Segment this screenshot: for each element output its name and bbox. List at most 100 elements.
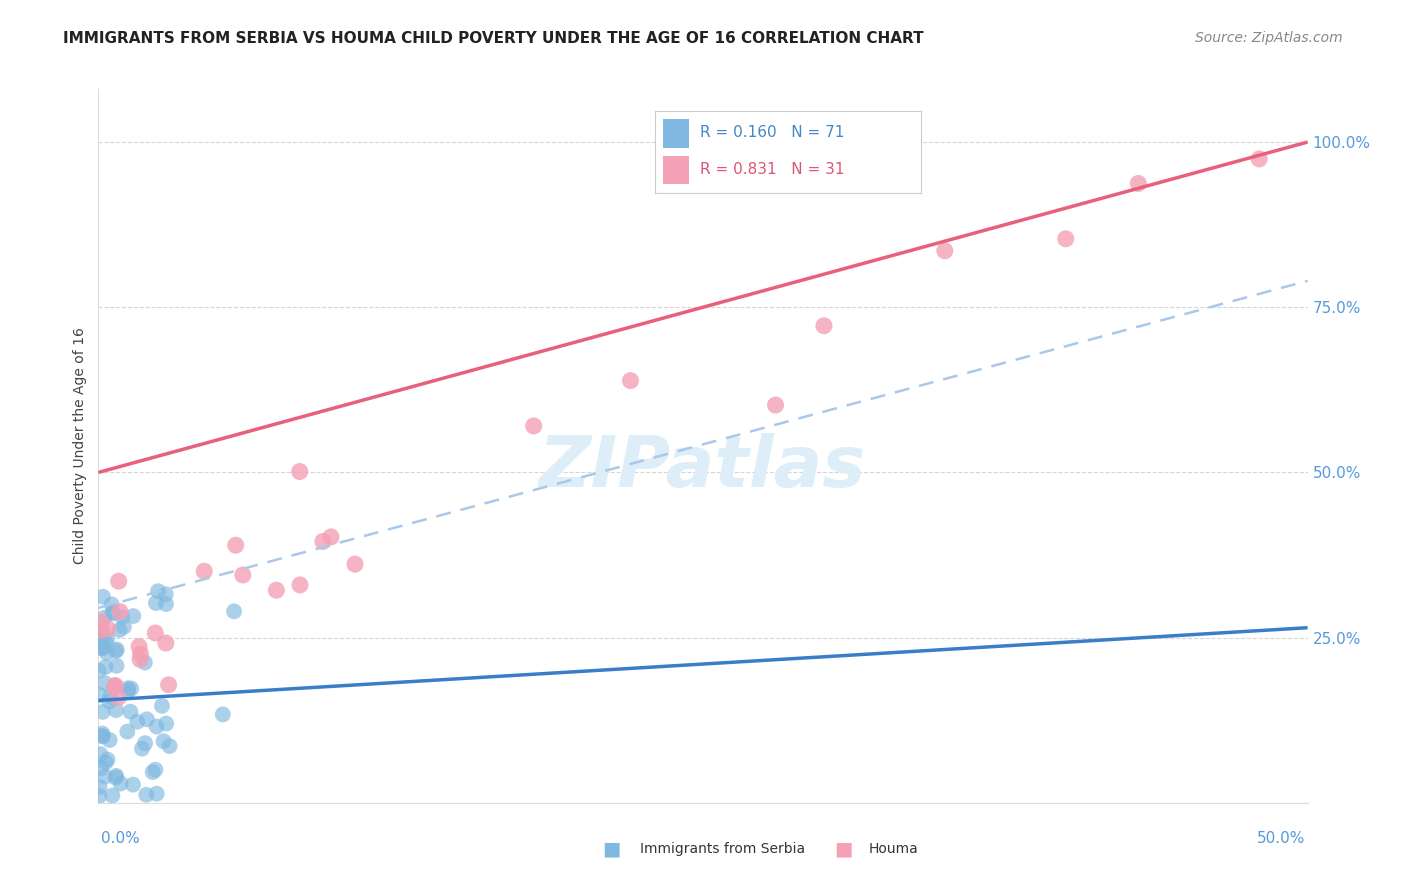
Text: ZIPatlas: ZIPatlas	[540, 433, 866, 502]
Point	[94, 635, 117, 649]
Point	[111, 610, 134, 624]
Point	[94, 660, 117, 674]
Point	[89, 789, 111, 803]
Point	[129, 652, 152, 666]
Point	[90, 624, 112, 638]
Point	[98, 733, 121, 747]
Point	[90, 634, 112, 648]
Point	[105, 658, 128, 673]
Point	[813, 318, 835, 333]
Point	[90, 615, 112, 629]
Point	[934, 244, 956, 258]
Point	[128, 640, 150, 654]
Point	[288, 578, 311, 592]
Point	[129, 647, 152, 661]
Point	[104, 771, 127, 785]
Point	[131, 741, 153, 756]
Point	[1249, 152, 1271, 166]
Point	[122, 609, 145, 624]
Text: Houma: Houma	[869, 842, 918, 856]
Point	[90, 641, 112, 656]
Point	[93, 611, 115, 625]
Point	[105, 769, 128, 783]
Point	[312, 534, 335, 549]
Point	[319, 530, 342, 544]
Point	[193, 564, 215, 578]
Point	[96, 632, 118, 646]
Point	[108, 605, 131, 619]
Point	[94, 770, 117, 784]
Point	[152, 734, 174, 748]
Point	[87, 624, 110, 639]
Point	[619, 374, 641, 388]
Point	[145, 719, 167, 733]
Point	[155, 587, 177, 601]
Point	[135, 788, 157, 802]
Point	[159, 739, 181, 753]
Point	[105, 644, 128, 658]
Point	[105, 642, 128, 657]
Point	[150, 698, 173, 713]
Point	[89, 780, 111, 794]
Point	[117, 724, 139, 739]
Point	[266, 583, 288, 598]
Point	[127, 714, 149, 729]
Point	[523, 418, 546, 433]
Point	[108, 623, 131, 637]
Bar	[662, 156, 689, 185]
Point	[343, 557, 366, 571]
Point	[155, 597, 177, 611]
Point	[288, 465, 311, 479]
Point	[225, 538, 247, 552]
Point	[98, 694, 121, 708]
Point	[91, 590, 114, 604]
Point	[90, 761, 112, 775]
Point	[97, 622, 120, 636]
Point	[145, 787, 167, 801]
Point	[89, 688, 111, 702]
Point	[104, 678, 127, 692]
Point	[155, 636, 177, 650]
Point	[157, 678, 180, 692]
Bar	[662, 119, 689, 147]
Point	[101, 605, 124, 619]
Point	[146, 584, 169, 599]
Point	[765, 398, 787, 412]
Point	[103, 680, 125, 694]
Point	[142, 765, 165, 780]
Point	[98, 690, 121, 704]
Text: Immigrants from Serbia: Immigrants from Serbia	[640, 842, 804, 856]
Point	[100, 598, 122, 612]
Text: IMMIGRANTS FROM SERBIA VS HOUMA CHILD POVERTY UNDER THE AGE OF 16 CORRELATION CH: IMMIGRANTS FROM SERBIA VS HOUMA CHILD PO…	[63, 31, 924, 46]
Point	[155, 716, 177, 731]
Point	[112, 620, 135, 634]
Point	[90, 632, 112, 647]
Text: 0.0%: 0.0%	[101, 831, 141, 846]
Point	[117, 681, 139, 696]
Point	[107, 574, 129, 589]
Text: ■: ■	[834, 839, 853, 859]
Text: R = 0.831   N = 31: R = 0.831 N = 31	[700, 162, 845, 178]
Text: 50.0%: 50.0%	[1257, 831, 1305, 846]
Point	[122, 778, 145, 792]
Point	[91, 730, 114, 744]
Point	[101, 606, 124, 620]
Point	[120, 681, 142, 696]
Point	[107, 690, 129, 705]
Point	[91, 726, 114, 740]
Point	[96, 753, 118, 767]
Point	[101, 789, 124, 803]
Text: Source: ZipAtlas.com: Source: ZipAtlas.com	[1195, 31, 1343, 45]
Point	[134, 656, 156, 670]
Point	[1054, 232, 1077, 246]
Point	[94, 756, 117, 770]
Point	[1128, 177, 1150, 191]
Point	[94, 676, 117, 690]
Point	[91, 624, 114, 639]
Point	[105, 703, 128, 717]
Text: ■: ■	[602, 839, 621, 859]
Point	[91, 705, 114, 719]
Point	[143, 626, 166, 640]
Point	[211, 707, 233, 722]
Point	[91, 640, 114, 655]
